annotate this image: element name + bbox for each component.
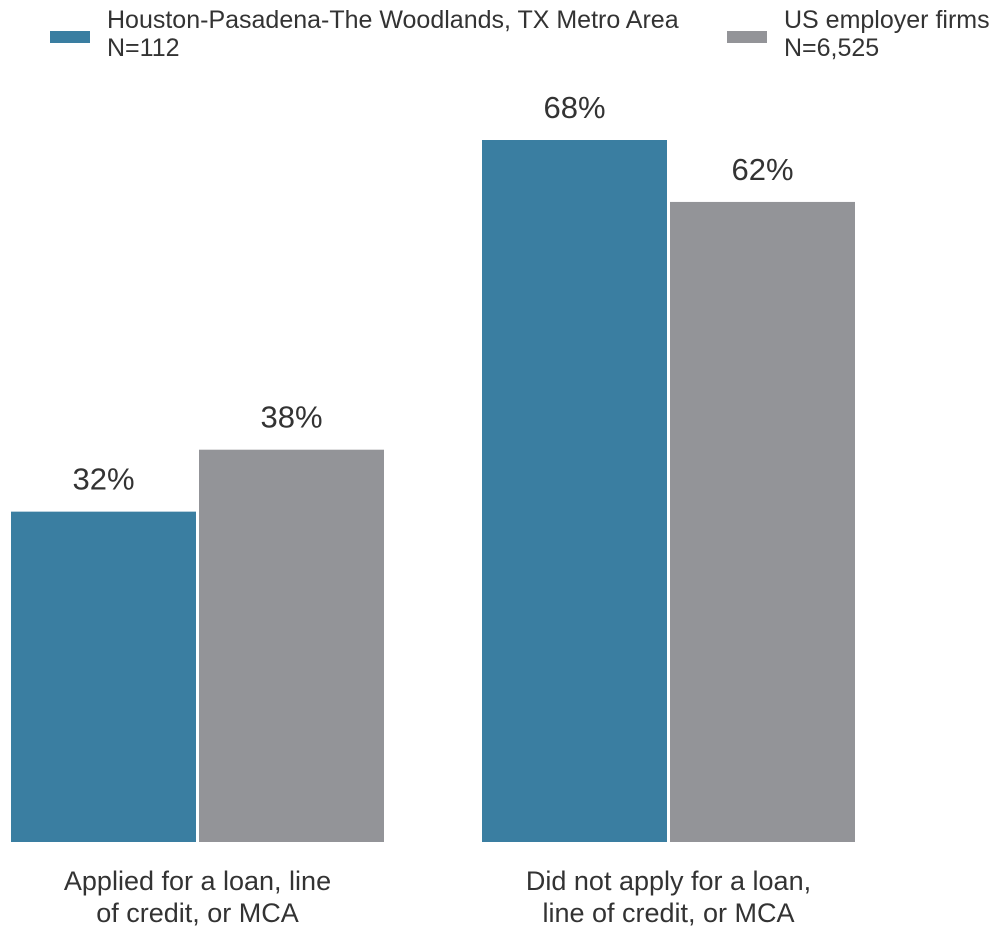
category-label-line: Did not apply for a loan, xyxy=(526,866,811,896)
category-label-2: Did not apply for a loan, line of credit,… xyxy=(526,866,811,927)
legend-series-name: Houston-Pasadena-The Woodlands, TX Metro… xyxy=(107,6,679,34)
data-label: 62% xyxy=(731,152,793,187)
bars xyxy=(11,140,855,843)
value-labels: 32% 38% 68% 62% xyxy=(72,90,793,497)
data-label: 68% xyxy=(543,90,605,125)
legend: Houston-Pasadena-The Woodlands, TX Metro… xyxy=(50,6,990,62)
bar-2-series-1 xyxy=(482,140,667,842)
bar-1-series-1 xyxy=(11,511,196,842)
legend-series-n: N=6,525 xyxy=(784,34,879,62)
category-label-1: Applied for a loan, line of credit, or MC… xyxy=(64,866,331,927)
legend-swatch xyxy=(727,31,767,43)
legend-swatch xyxy=(50,31,90,43)
category-label-line: Applied for a loan, line xyxy=(64,866,331,896)
bar-1-series-2 xyxy=(199,449,384,842)
data-label: 38% xyxy=(260,400,322,435)
category-label-line: of credit, or MCA xyxy=(96,898,299,927)
category-label-line: line of credit, or MCA xyxy=(542,898,794,927)
bar-2-series-2 xyxy=(670,201,855,843)
category-labels: Applied for a loan, line of credit, or MC… xyxy=(64,866,811,928)
legend-series-n: N=112 xyxy=(107,34,180,62)
legend-item-1: Houston-Pasadena-The Woodlands, TX Metro… xyxy=(50,6,679,62)
legend-series-name: US employer firms xyxy=(784,6,990,34)
data-label: 32% xyxy=(72,462,134,497)
